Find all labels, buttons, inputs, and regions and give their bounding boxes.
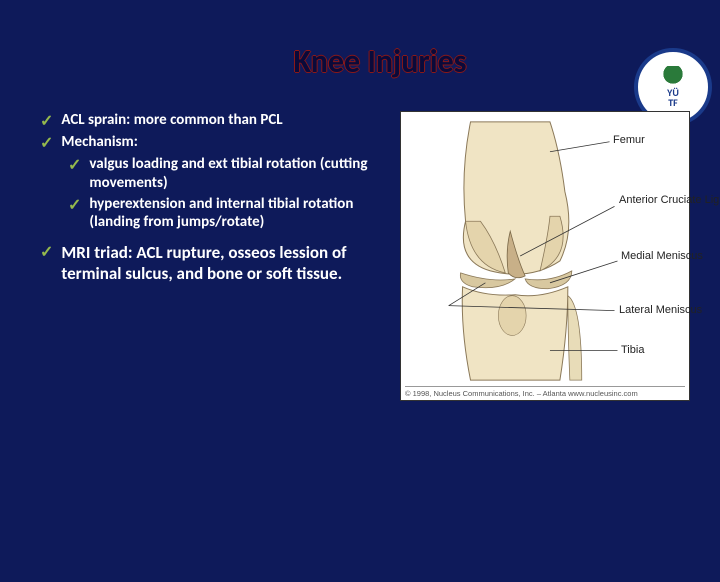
- label-tibia: Tibia: [621, 344, 644, 356]
- bullet-text: MRI triad: ACL rupture, osseos lession o…: [61, 242, 375, 285]
- content-row: ✓ ACL sprain: more common than PCL ✓ Mec…: [0, 111, 720, 401]
- checkmark-icon: ✓: [40, 242, 53, 285]
- bullet-1: ✓ ACL sprain: more common than PCL: [40, 111, 375, 131]
- checkmark-icon: ✓: [40, 133, 53, 153]
- checkmark-icon: ✓: [40, 111, 53, 131]
- logo-content: YÜ TF: [658, 66, 688, 108]
- bullet-text: Mechanism:: [61, 133, 137, 153]
- bullet-2a: ✓ valgus loading and ext tibial rotation…: [68, 155, 375, 193]
- bullet-text: hyperextension and internal tibial rotat…: [89, 195, 375, 233]
- bullet-2b: ✓ hyperextension and internal tibial rot…: [68, 195, 375, 233]
- bullet-2: ✓ Mechanism:: [40, 133, 375, 153]
- label-lateral-meniscus: Lateral Meniscus: [619, 304, 702, 316]
- bullet-3: ✓ MRI triad: ACL rupture, osseos lession…: [40, 242, 375, 285]
- spacer: [40, 234, 375, 242]
- label-femur: Femur: [613, 134, 645, 146]
- bullet-text: valgus loading and ext tibial rotation (…: [89, 155, 375, 193]
- checkmark-icon: ✓: [68, 195, 81, 233]
- bullet-text: ACL sprain: more common than PCL: [61, 111, 282, 131]
- tree-icon: [658, 66, 688, 86]
- image-copyright: © 1998, Nucleus Communications, Inc. – A…: [405, 386, 685, 398]
- label-medial-meniscus: Medial Meniscus: [621, 250, 703, 262]
- logo-text-bottom: TF: [658, 98, 688, 108]
- checkmark-icon: ✓: [68, 155, 81, 193]
- slide-title: Knee Injuries: [0, 42, 720, 81]
- knee-anatomy-figure: Femur Anterior Cruciate Lig. Medial Meni…: [400, 111, 690, 401]
- image-column: Femur Anterior Cruciate Lig. Medial Meni…: [385, 111, 690, 401]
- label-acl: Anterior Cruciate Lig.: [619, 194, 720, 206]
- bullet-column: ✓ ACL sprain: more common than PCL ✓ Mec…: [40, 111, 385, 401]
